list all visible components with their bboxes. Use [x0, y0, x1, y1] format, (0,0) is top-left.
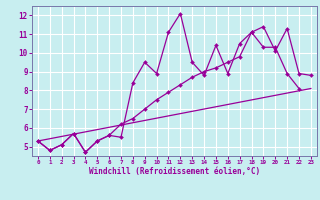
X-axis label: Windchill (Refroidissement éolien,°C): Windchill (Refroidissement éolien,°C): [89, 167, 260, 176]
